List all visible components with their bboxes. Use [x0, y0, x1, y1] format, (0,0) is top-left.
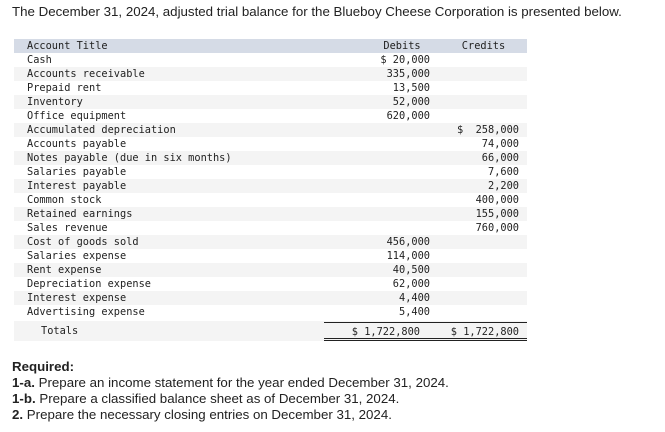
- credit-value: 2,200: [488, 180, 519, 192]
- account-title: Inventory: [27, 96, 83, 108]
- table-row: Cash $ 20,000: [14, 53, 527, 67]
- totals-debit: $ 1,722,800: [324, 321, 422, 341]
- account-title: Cost of goods sold: [27, 236, 139, 248]
- header-debits: Debits: [383, 40, 421, 52]
- header-account-title: Account Title: [27, 40, 108, 52]
- table-row: Advertising expense 5,400: [14, 305, 527, 319]
- debit-value: 456,000: [386, 236, 430, 248]
- required-item-2: 2. Prepare the necessary closing entries…: [12, 407, 449, 423]
- account-title: Prepaid rent: [27, 82, 102, 94]
- table-row: Accounts payable 74,000: [14, 137, 527, 151]
- debit-value: 620,000: [386, 110, 430, 122]
- credit-value: 66,000: [481, 152, 519, 164]
- debit-value: 52,000: [392, 96, 430, 108]
- account-title: Sales revenue: [27, 222, 108, 234]
- required-item-number: 1-b.: [12, 391, 36, 406]
- intro-text: The December 31, 2024, adjusted trial ba…: [12, 4, 622, 19]
- required-item-number: 2.: [12, 407, 24, 422]
- required-item-text: Prepare the necessary closing entries on…: [23, 407, 392, 422]
- debit-value: 114,000: [386, 250, 430, 262]
- credit-value: 74,000: [481, 138, 519, 150]
- debit-value: 4,400: [399, 292, 430, 304]
- required-item-1a: 1-a. Prepare an income statement for the…: [12, 375, 449, 391]
- table-row: Retained earnings 155,000: [14, 207, 527, 221]
- table-row: Cost of goods sold 456,000: [14, 235, 527, 249]
- account-title: Advertising expense: [27, 306, 145, 318]
- table-row: Interest payable 2,200: [14, 179, 527, 193]
- account-title: Interest expense: [27, 292, 127, 304]
- table-row: Interest expense 4,400: [14, 291, 527, 305]
- account-title: Salaries payable: [27, 166, 127, 178]
- account-title: Depreciation expense: [27, 278, 151, 290]
- table-row: Depreciation expense 62,000: [14, 277, 527, 291]
- table-row: Accumulated depreciation $ 258,000: [14, 123, 527, 137]
- required-section: Required: 1-a. Prepare an income stateme…: [12, 359, 449, 423]
- table-row: Notes payable (due in six months) 66,000: [14, 151, 527, 165]
- account-title: Office equipment: [27, 110, 127, 122]
- table-row: Office equipment 620,000: [14, 109, 527, 123]
- account-title: Salaries expense: [27, 250, 127, 262]
- required-item-text: Prepare a classified balance sheet as of…: [35, 391, 400, 406]
- table-row: Inventory 52,000: [14, 95, 527, 109]
- debit-value: 335,000: [386, 68, 430, 80]
- account-title: Notes payable (due in six months): [27, 152, 232, 164]
- account-title: Interest payable: [27, 180, 127, 192]
- credit-value: $ 258,000: [457, 124, 519, 136]
- debit-value: 5,400: [399, 306, 430, 318]
- required-item-1b: 1-b. Prepare a classified balance sheet …: [12, 391, 449, 407]
- account-title: Accumulated depreciation: [27, 124, 176, 136]
- table-row: Salaries payable 7,600: [14, 165, 527, 179]
- account-title: Retained earnings: [27, 208, 133, 220]
- required-item-number: 1-a.: [12, 375, 35, 390]
- account-title: Accounts payable: [27, 138, 127, 150]
- account-title: Common stock: [27, 194, 102, 206]
- credit-value: 155,000: [475, 208, 519, 220]
- debit-value: 40,500: [392, 264, 430, 276]
- required-title: Required:: [12, 359, 75, 374]
- account-title: Cash: [27, 54, 52, 66]
- debit-value: $ 20,000: [380, 54, 430, 66]
- totals-label: Totals: [41, 325, 79, 337]
- debit-value: 13,500: [392, 82, 430, 94]
- table-header-row: Account Title Debits Credits: [14, 39, 527, 53]
- table-row: Prepaid rent 13,500: [14, 81, 527, 95]
- table-row: Sales revenue 760,000: [14, 221, 527, 235]
- header-credits: Credits: [461, 40, 506, 52]
- totals-row: Totals $ 1,722,800 $ 1,722,800: [14, 321, 527, 341]
- trial-balance-table: Account Title Debits Credits Cash $ 20,0…: [14, 39, 527, 341]
- table-row: Rent expense 40,500: [14, 263, 527, 277]
- debit-value: 62,000: [392, 278, 430, 290]
- required-item-text: Prepare an income statement for the year…: [34, 375, 449, 390]
- account-title: Accounts receivable: [27, 68, 145, 80]
- table-row: Common stock 400,000: [14, 193, 527, 207]
- table-row: Accounts receivable 335,000: [14, 67, 527, 81]
- totals-credit: $ 1,722,800: [422, 321, 527, 341]
- table-row: Salaries expense 114,000: [14, 249, 527, 263]
- credit-value: 760,000: [475, 222, 519, 234]
- credit-value: 400,000: [475, 194, 519, 206]
- account-title: Rent expense: [27, 264, 102, 276]
- credit-value: 7,600: [488, 166, 519, 178]
